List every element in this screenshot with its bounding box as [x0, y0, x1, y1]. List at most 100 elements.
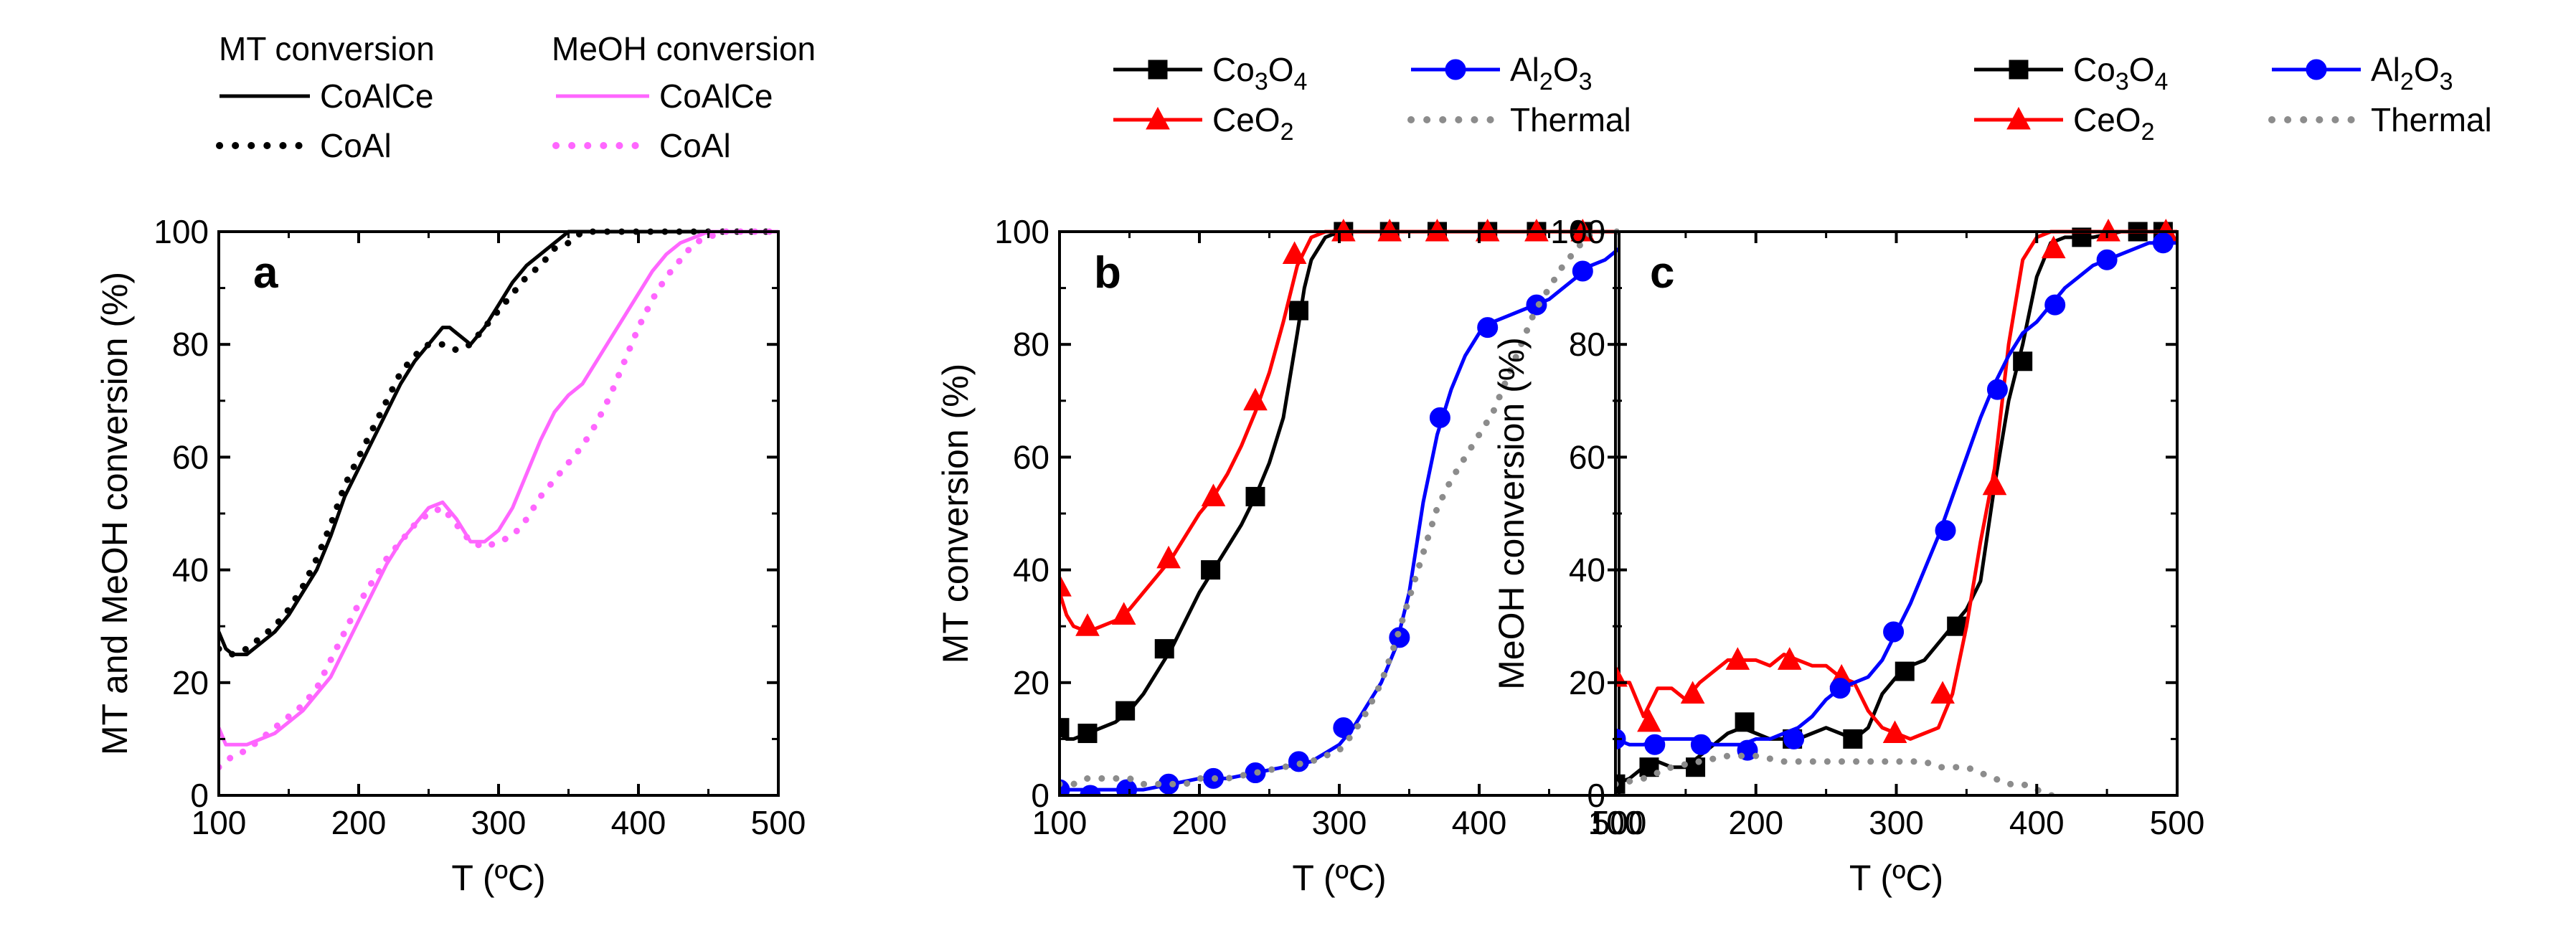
panel-label: a	[253, 248, 278, 298]
legend-label: Al2O3	[1510, 51, 1593, 95]
panel-a: 100 200 300 400 500 0 20 40 60 80 100 T (ºC) MT and …	[95, 213, 806, 898]
series-line-ceo2-1	[1060, 230, 1619, 634]
legend-marker	[2306, 59, 2327, 80]
series-line-thermal-3	[1060, 228, 1619, 787]
y-tick-label: 60	[172, 438, 209, 476]
plot-frame	[1614, 230, 2179, 797]
legend-label: Co3O4	[2073, 51, 2168, 95]
marker-ceo2-2	[1111, 602, 1136, 625]
y-tick-label: 20	[1013, 664, 1049, 701]
x-tick-label: 500	[2150, 804, 2205, 841]
y-tick-label: 80	[1013, 326, 1049, 363]
marker-co3o4-8	[2013, 351, 2033, 372]
x-tick-label: 300	[471, 804, 527, 841]
marker-al2o3-12	[1572, 260, 1593, 282]
marker-al2o3-8	[1986, 379, 2008, 400]
y-axis-label: MT and MeOH conversion (%)	[95, 272, 135, 755]
x-tick-label: 400	[2009, 804, 2065, 841]
y-tick-label: 100	[994, 213, 1049, 250]
legend-label: CeO2	[2073, 101, 2155, 146]
marker-ceo2-0	[1615, 663, 1628, 687]
marker-co3o4-1	[1077, 724, 1098, 744]
y-tick-label: 60	[1569, 438, 1605, 476]
series-line-coalce-2	[219, 230, 778, 747]
marker-co3o4-0	[1060, 718, 1070, 738]
y-tick-label: 100	[1550, 213, 1605, 250]
x-axis-label: T (ºC)	[1849, 858, 1943, 898]
legend-marker	[1146, 106, 1170, 130]
legend-label: Al2O3	[2371, 51, 2453, 95]
legend-label: CoAl	[320, 127, 392, 164]
marker-co3o4-7	[1947, 616, 1967, 636]
legend-label: CoAlCe	[659, 77, 773, 115]
legend-group-title: MT conversion	[219, 30, 435, 67]
data-layer	[1060, 218, 1619, 795]
marker-ceo2-6	[1282, 241, 1307, 264]
marker-ceo2-3	[1725, 647, 1750, 670]
marker-ceo2-2	[1680, 681, 1705, 704]
series-line-al2o3-2	[1060, 247, 1619, 792]
legend-label: Thermal	[2371, 101, 2492, 138]
marker-ceo2-8	[1982, 472, 2007, 496]
legend-label: CoAlCe	[320, 77, 434, 115]
legend-marker	[1445, 59, 1466, 80]
marker-ceo2-6	[1882, 720, 1907, 744]
marker-ceo2-4	[1201, 483, 1226, 506]
legend-marker	[1148, 60, 1168, 80]
marker-co3o4-3	[1154, 639, 1174, 659]
marker-al2o3-9	[1429, 407, 1450, 428]
marker-al2o3-2	[1690, 734, 1712, 755]
marker-ceo2-1	[1075, 613, 1100, 636]
legend-marker	[2009, 60, 2029, 80]
marker-co3o4-2	[1115, 701, 1136, 721]
marker-co3o4-2	[1686, 757, 1706, 777]
y-tick-label: 40	[172, 552, 209, 589]
series-line-co3o4-0	[1060, 230, 1619, 741]
x-tick-label: 400	[1452, 804, 1507, 841]
marker-al2o3-11	[2152, 232, 2174, 254]
x-axis-label: T (ºC)	[1292, 858, 1386, 898]
marker-co3o4-5	[1843, 729, 1863, 749]
marker-co3o4-3	[1735, 712, 1755, 732]
y-tick-label: 100	[154, 213, 209, 250]
legend-a: MT conversion MeOH conversion CoAlCe CoAl Co…	[216, 30, 816, 164]
panel-label: b	[1094, 248, 1121, 298]
marker-al2o3-9	[2044, 294, 2066, 316]
marker-ceo2-5	[1243, 387, 1268, 411]
marker-al2o3-10	[2096, 249, 2118, 270]
x-tick-label: 100	[1032, 804, 1088, 841]
y-tick-label: 80	[172, 326, 209, 363]
x-tick-label: 500	[751, 804, 806, 841]
data-layer	[1615, 218, 2177, 795]
y-axis-label: MeOH conversion (%)	[1491, 337, 1532, 690]
y-tick-label: 20	[172, 664, 209, 701]
legend-label: CeO2	[1212, 101, 1294, 146]
series-line-coal-3	[219, 228, 778, 771]
legend-label: Thermal	[1510, 101, 1631, 138]
y-axis-label: MT conversion (%)	[935, 364, 976, 664]
series-line-coal-1	[219, 228, 778, 658]
y-tick-label: 20	[1569, 664, 1605, 701]
y-tick-label: 0	[1587, 777, 1605, 814]
x-tick-label: 500	[1592, 804, 1647, 841]
marker-co3o4-0	[1615, 774, 1626, 794]
marker-al2o3-5	[1829, 678, 1851, 699]
x-tick-label: 200	[1172, 804, 1227, 841]
marker-co3o4-6	[1288, 301, 1308, 321]
y-tick-label: 40	[1013, 552, 1049, 589]
series-line-thermal-3	[1615, 752, 2068, 795]
marker-al2o3-7	[1333, 717, 1354, 739]
marker-ceo2-3	[1156, 545, 1181, 569]
legend-group-title: MeOH conversion	[552, 30, 816, 67]
marker-ceo2-0	[1060, 574, 1072, 597]
legend-label: CoAl	[659, 127, 731, 164]
marker-al2o3-6	[1883, 621, 1905, 643]
marker-ceo2-1	[1637, 709, 1661, 732]
legend-marker	[2006, 106, 2031, 130]
y-tick-label: 80	[1569, 326, 1605, 363]
marker-al2o3-2	[1116, 779, 1138, 795]
marker-co3o4-6	[1895, 661, 1915, 681]
